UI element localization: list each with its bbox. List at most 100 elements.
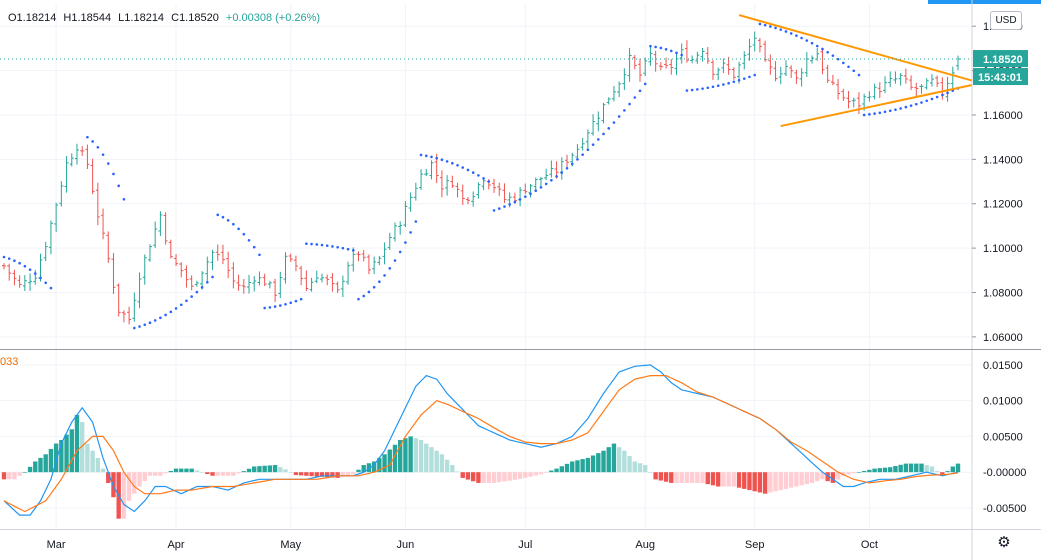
- histogram-bar: [173, 468, 179, 473]
- histogram-bar: [106, 472, 111, 483]
- sar-dot: [513, 200, 517, 204]
- histogram-bar: [210, 472, 215, 476]
- histogram-bar: [424, 443, 429, 473]
- sar-dot: [727, 81, 730, 85]
- histogram-bar: [470, 472, 476, 482]
- histogram-bar: [330, 472, 335, 478]
- ohlc-bar: [314, 270, 319, 284]
- sar-dot: [847, 65, 850, 69]
- sar-dot: [628, 102, 631, 106]
- histogram-bar: [429, 447, 434, 473]
- sar-dot: [273, 305, 277, 308]
- ohlc-bar: [210, 249, 215, 271]
- histogram-bar: [465, 472, 471, 480]
- histogram-bar: [95, 457, 101, 473]
- trendline: [738, 14, 973, 82]
- time-tick-label: Jun: [397, 539, 415, 551]
- sar-dot: [508, 203, 511, 206]
- sar-dot: [664, 47, 668, 51]
- sar-dot: [49, 286, 53, 290]
- ohlc-bar: [794, 69, 799, 84]
- ohlc-bar: [43, 241, 48, 262]
- ohlc-bar: [825, 64, 830, 84]
- ohlc-bar: [231, 262, 236, 289]
- sar-dot: [518, 198, 522, 201]
- sar-dot: [13, 259, 16, 262]
- ohlc-bar: [940, 77, 945, 100]
- histogram-bar: [731, 472, 737, 487]
- histogram-bar: [888, 467, 893, 473]
- sar-dot: [596, 138, 600, 141]
- sar-dot: [117, 184, 120, 188]
- sar-dot: [492, 209, 496, 212]
- histogram-bar: [502, 472, 507, 482]
- sar-dot: [404, 241, 407, 244]
- ohlc-bar: [888, 71, 893, 88]
- currency-button[interactable]: USD: [990, 11, 1022, 30]
- ohlc-bar: [293, 255, 298, 272]
- histogram-bar: [215, 472, 220, 476]
- histogram-bar: [762, 472, 768, 494]
- ohlc-bar: [424, 168, 429, 176]
- sar-dot: [550, 178, 553, 182]
- histogram-bar: [392, 444, 398, 473]
- ohlc-bar: [382, 242, 387, 265]
- histogram-bar: [59, 440, 64, 473]
- ohlc-bar: [80, 146, 85, 156]
- histogram-bar: [726, 472, 731, 487]
- histogram-bar: [90, 450, 95, 473]
- sar-dot: [753, 73, 756, 77]
- gear-icon[interactable]: ⚙: [997, 534, 1011, 551]
- histogram-bar: [653, 472, 658, 480]
- ohlc-bar: [179, 262, 184, 278]
- histogram-bar: [663, 472, 669, 482]
- sar-dot: [289, 301, 293, 305]
- ohlc-bar: [643, 57, 648, 77]
- histogram-bar: [252, 466, 257, 473]
- histogram-bar: [278, 467, 283, 473]
- ohlc-bar: [163, 212, 168, 245]
- histogram-bar: [627, 456, 632, 473]
- sar-dot: [711, 85, 715, 89]
- histogram-bar: [825, 472, 830, 482]
- sar-dot: [706, 86, 710, 90]
- sar-dot: [586, 148, 590, 152]
- ohlc-bar: [236, 274, 241, 291]
- ohlc-bar: [883, 76, 888, 94]
- ohlc-bar: [565, 154, 570, 168]
- macd-tick-label: 0.01500: [983, 360, 1023, 372]
- ohlc-bar: [700, 47, 705, 62]
- sar-dot: [398, 250, 402, 254]
- ohlc-bar: [174, 254, 179, 267]
- ohlc-bar: [7, 263, 12, 281]
- histogram-bar: [851, 472, 856, 474]
- ohlc-bar: [617, 81, 622, 98]
- ohlc-bar: [893, 71, 898, 84]
- histogram-bar: [225, 472, 231, 476]
- ohlc-bar: [919, 84, 924, 94]
- ohlc-bar: [841, 88, 846, 101]
- sar-dot: [232, 222, 235, 226]
- sar-dot: [716, 84, 720, 88]
- histogram-bar: [742, 472, 747, 489]
- histogram-bar: [861, 471, 867, 473]
- sar-dot: [894, 108, 897, 111]
- histogram-bar: [491, 472, 497, 483]
- sar-dot: [878, 111, 882, 115]
- price-tick-label: 1.12000: [983, 199, 1023, 211]
- histogram-bar: [601, 450, 606, 473]
- histogram-bar: [716, 472, 721, 487]
- ohlc-bar: [695, 51, 700, 64]
- histogram-bar: [43, 454, 48, 473]
- histogram-bar: [835, 472, 841, 480]
- sar-dot: [675, 51, 678, 55]
- sar-dot: [946, 91, 949, 95]
- price-tags: 1.18520 15:43:01: [973, 50, 1028, 86]
- histogram-bar: [867, 469, 872, 473]
- sar-dot: [2, 255, 6, 259]
- sar-dot: [378, 280, 381, 284]
- ohlc-bar: [846, 91, 851, 109]
- ohlc-bar: [278, 271, 283, 298]
- histogram-bar: [361, 465, 366, 473]
